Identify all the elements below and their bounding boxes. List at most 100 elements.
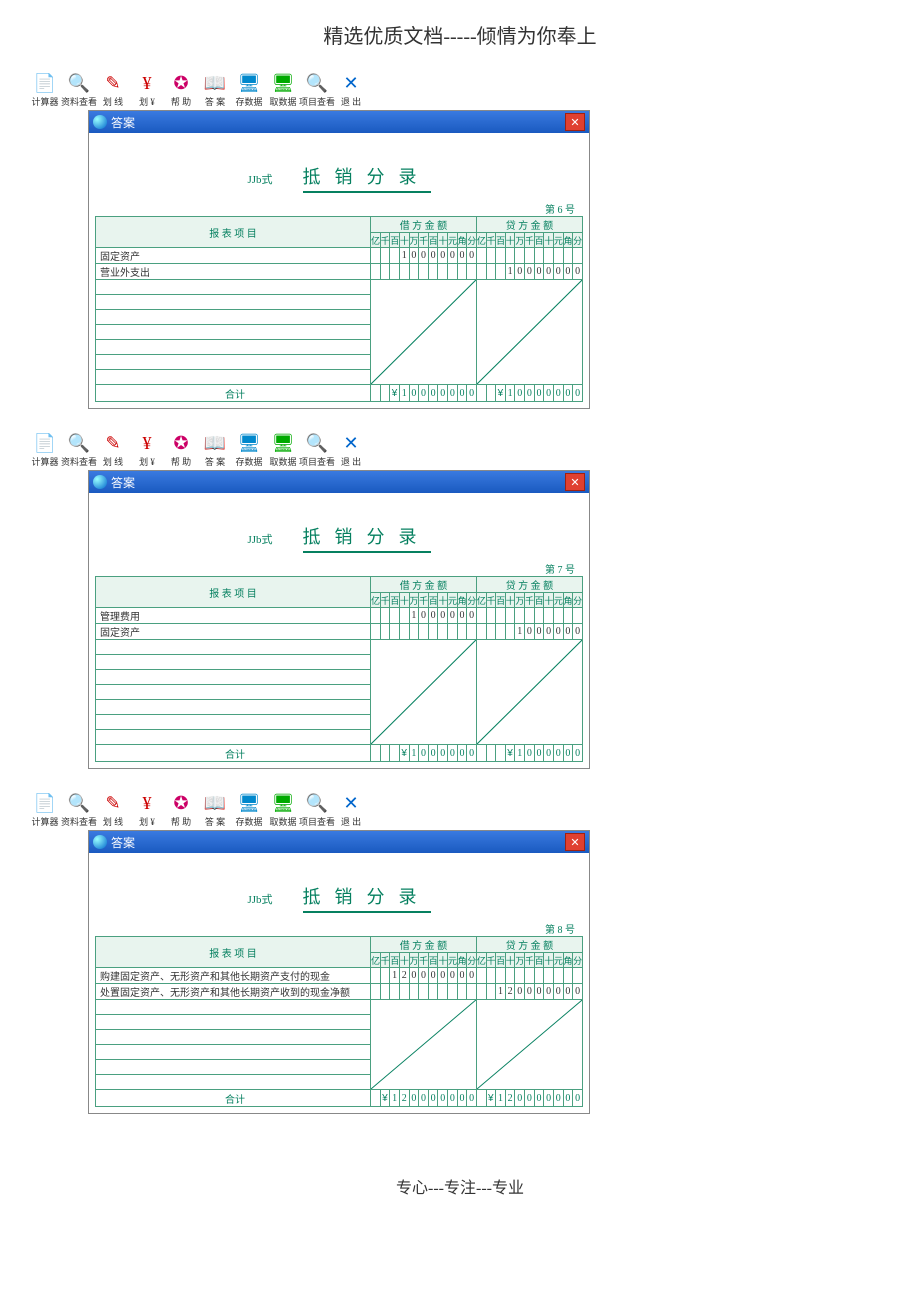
toolbar-load[interactable]: 🖥取数据 bbox=[266, 431, 300, 468]
blank-item bbox=[96, 700, 371, 715]
digit-cell: 0 bbox=[409, 1090, 419, 1107]
digit-header: 角 bbox=[563, 233, 573, 248]
digit-cell: 1 bbox=[505, 264, 515, 280]
form-code: JJb式 bbox=[247, 531, 272, 547]
toolbar-load[interactable]: 🖥取数据 bbox=[266, 71, 300, 108]
digit-header: 百 bbox=[428, 593, 438, 608]
digit-cell: 0 bbox=[419, 1090, 429, 1107]
toolbar-exit[interactable]: ✕退 出 bbox=[334, 431, 368, 468]
digit-cell bbox=[371, 248, 381, 264]
digit-header: 百 bbox=[534, 593, 544, 608]
toolbar-data-view[interactable]: 🔍资料查看 bbox=[62, 71, 96, 108]
page-footer: 专心---专注---专业 bbox=[0, 1134, 920, 1218]
globe-icon bbox=[93, 475, 107, 489]
digit-header: 百 bbox=[390, 233, 400, 248]
blank-item bbox=[96, 730, 371, 745]
digit-cell: 0 bbox=[428, 745, 438, 762]
toolbar-data-view[interactable]: 🔍资料查看 bbox=[62, 791, 96, 828]
toolbar-calc[interactable]: 📄计算器 bbox=[28, 791, 62, 828]
total-label: 合计 bbox=[96, 385, 371, 402]
save-icon: 🖥 bbox=[237, 791, 261, 815]
toolbar-load[interactable]: 🖥取数据 bbox=[266, 791, 300, 828]
digit-cell bbox=[380, 624, 390, 640]
toolbar-proj-view[interactable]: 🔍项目查看 bbox=[300, 791, 334, 828]
toolbar-save[interactable]: 🖥存数据 bbox=[232, 71, 266, 108]
toolbar-line-y[interactable]: ¥划 ¥ bbox=[130, 431, 164, 468]
digit-header: 万 bbox=[409, 233, 419, 248]
toolbar-label: 计算器 bbox=[31, 455, 58, 468]
close-button[interactable]: ✕ bbox=[565, 833, 585, 851]
proj-view-icon: 🔍 bbox=[305, 791, 329, 815]
digit-header: 亿 bbox=[476, 593, 486, 608]
blank-item bbox=[96, 1000, 371, 1015]
digit-cell: 1 bbox=[515, 745, 525, 762]
toolbar-help[interactable]: ✪帮 助 bbox=[164, 431, 198, 468]
digit-cell: 0 bbox=[438, 385, 448, 402]
toolbar-line1[interactable]: ✎划 线 bbox=[96, 71, 130, 108]
ledger-table: 报 表 项 目借 方 金 额贷 方 金 额亿千百十万千百十元角分亿千百十万千百十… bbox=[95, 216, 583, 402]
digit-header: 分 bbox=[573, 593, 583, 608]
digit-cell bbox=[409, 264, 419, 280]
digit-cell: 0 bbox=[419, 608, 429, 624]
toolbar-exit[interactable]: ✕退 出 bbox=[334, 791, 368, 828]
digit-cell: 0 bbox=[467, 608, 477, 624]
toolbar-calc[interactable]: 📄计算器 bbox=[28, 431, 62, 468]
toolbar-answer[interactable]: 📖答 案 bbox=[198, 431, 232, 468]
digit-cell: 0 bbox=[525, 745, 535, 762]
debit-blank-block bbox=[371, 280, 477, 385]
toolbar-data-view[interactable]: 🔍资料查看 bbox=[62, 431, 96, 468]
digit-header: 元 bbox=[448, 953, 458, 968]
digit-cell bbox=[553, 248, 563, 264]
digit-cell: 0 bbox=[438, 968, 448, 984]
digit-cell: 0 bbox=[428, 248, 438, 264]
digit-cell: 0 bbox=[467, 1090, 477, 1107]
toolbar-save[interactable]: 🖥存数据 bbox=[232, 791, 266, 828]
digit-cell bbox=[544, 968, 554, 984]
calc-icon: 📄 bbox=[33, 71, 57, 95]
toolbar-calc[interactable]: 📄计算器 bbox=[28, 71, 62, 108]
digit-cell: 0 bbox=[428, 608, 438, 624]
load-icon: 🖥 bbox=[271, 71, 295, 95]
digit-cell bbox=[486, 968, 496, 984]
digit-header: 角 bbox=[563, 593, 573, 608]
toolbar-line-y[interactable]: ¥划 ¥ bbox=[130, 791, 164, 828]
close-button[interactable]: ✕ bbox=[565, 113, 585, 131]
toolbar-proj-view[interactable]: 🔍项目查看 bbox=[300, 431, 334, 468]
toolbar-answer[interactable]: 📖答 案 bbox=[198, 791, 232, 828]
digit-header: 亿 bbox=[371, 593, 381, 608]
toolbar-answer[interactable]: 📖答 案 bbox=[198, 71, 232, 108]
digit-cell bbox=[371, 968, 381, 984]
digit-cell bbox=[419, 264, 429, 280]
digit-cell bbox=[486, 745, 496, 762]
digit-cell bbox=[419, 984, 429, 1000]
toolbar-help[interactable]: ✪帮 助 bbox=[164, 71, 198, 108]
credit-header: 贷 方 金 额 bbox=[476, 217, 582, 233]
data-view-icon: 🔍 bbox=[67, 71, 91, 95]
toolbar-help[interactable]: ✪帮 助 bbox=[164, 791, 198, 828]
digit-header: 千 bbox=[486, 953, 496, 968]
digit-cell bbox=[476, 385, 486, 402]
digit-header: 百 bbox=[496, 953, 506, 968]
toolbar-line1[interactable]: ✎划 线 bbox=[96, 791, 130, 828]
digit-cell bbox=[486, 984, 496, 1000]
digit-cell: 0 bbox=[544, 745, 554, 762]
toolbar-line-y[interactable]: ¥划 ¥ bbox=[130, 71, 164, 108]
close-button[interactable]: ✕ bbox=[565, 473, 585, 491]
data-view-icon: 🔍 bbox=[67, 791, 91, 815]
toolbar: 📄计算器🔍资料查看✎划 线¥划 ¥✪帮 助📖答 案🖥存数据🖥取数据🔍项目查看✕退… bbox=[28, 69, 892, 110]
toolbar-exit[interactable]: ✕退 出 bbox=[334, 71, 368, 108]
item-header: 报 表 项 目 bbox=[96, 217, 371, 248]
toolbar-line1[interactable]: ✎划 线 bbox=[96, 431, 130, 468]
blank-item bbox=[96, 310, 371, 325]
toolbar-proj-view[interactable]: 🔍项目查看 bbox=[300, 71, 334, 108]
blank-item bbox=[96, 325, 371, 340]
digit-cell: 0 bbox=[544, 1090, 554, 1107]
digit-cell bbox=[390, 984, 400, 1000]
toolbar-save[interactable]: 🖥存数据 bbox=[232, 431, 266, 468]
toolbar-label: 划 ¥ bbox=[139, 95, 155, 108]
digit-header: 万 bbox=[409, 953, 419, 968]
digit-cell: 0 bbox=[419, 745, 429, 762]
blank-item bbox=[96, 1030, 371, 1045]
digit-header: 亿 bbox=[371, 953, 381, 968]
digit-cell bbox=[534, 608, 544, 624]
